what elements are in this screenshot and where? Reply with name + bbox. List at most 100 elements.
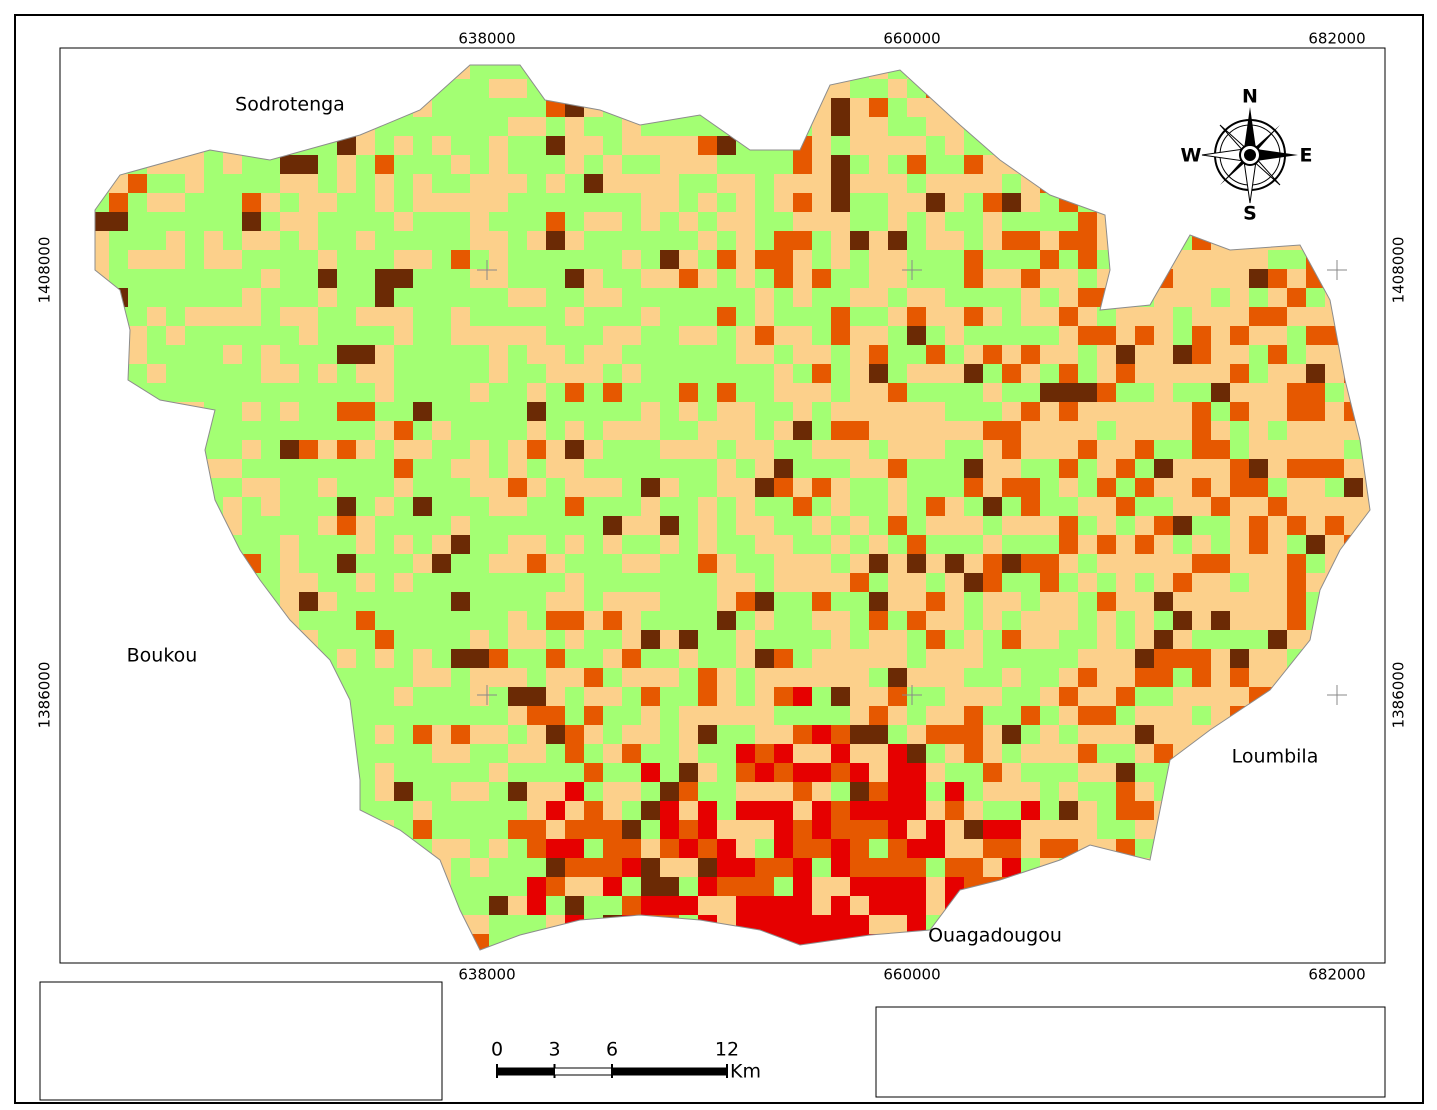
land-cell	[451, 136, 470, 155]
land-cell	[223, 383, 242, 402]
land-cell	[1249, 269, 1268, 288]
land-cell	[166, 364, 185, 383]
land-cell	[983, 421, 1002, 440]
land-cell	[793, 212, 812, 231]
land-cell	[907, 801, 926, 820]
land-cell	[1192, 573, 1211, 592]
land-cell	[1173, 630, 1192, 649]
land-cell	[1268, 440, 1287, 459]
land-cell	[888, 592, 907, 611]
land-cell	[679, 497, 698, 516]
land-cell	[736, 478, 755, 497]
land-cell	[432, 706, 451, 725]
land-cell	[869, 725, 888, 744]
land-cell	[774, 782, 793, 801]
land-cell	[831, 782, 850, 801]
land-cell	[869, 706, 888, 725]
land-cell	[565, 649, 584, 668]
land-cell	[470, 364, 489, 383]
land-cell	[755, 459, 774, 478]
land-cell	[1268, 250, 1287, 269]
land-cell	[565, 668, 584, 687]
land-cell	[622, 326, 641, 345]
land-cell	[337, 136, 356, 155]
land-cell	[546, 687, 565, 706]
land-cell	[204, 155, 223, 174]
land-cell	[280, 155, 299, 174]
land-cell	[508, 592, 527, 611]
land-cell	[299, 421, 318, 440]
land-cell	[1230, 383, 1249, 402]
land-cell	[546, 155, 565, 174]
land-cell	[812, 611, 831, 630]
land-cell	[242, 212, 261, 231]
land-cell	[394, 478, 413, 497]
land-cell	[1002, 269, 1021, 288]
land-cell	[1192, 459, 1211, 478]
land-cell	[242, 174, 261, 193]
land-cell	[1002, 516, 1021, 535]
land-cell	[508, 858, 527, 877]
land-cell	[717, 326, 736, 345]
land-cell	[603, 497, 622, 516]
land-cell	[413, 307, 432, 326]
land-cell	[983, 820, 1002, 839]
land-cell	[717, 307, 736, 326]
land-cell	[1078, 459, 1097, 478]
land-cell	[584, 687, 603, 706]
land-cell	[546, 497, 565, 516]
land-cell	[1135, 820, 1154, 839]
land-cell	[451, 212, 470, 231]
land-cell	[1325, 497, 1344, 516]
land-cell	[1097, 383, 1116, 402]
land-cell	[1002, 649, 1021, 668]
land-cell	[698, 858, 717, 877]
land-cell	[850, 516, 869, 535]
land-cell	[508, 459, 527, 478]
land-cell	[907, 250, 926, 269]
land-cell	[1173, 326, 1192, 345]
land-cell	[1287, 345, 1306, 364]
land-cell	[508, 79, 527, 98]
land-cell	[850, 117, 869, 136]
land-cell	[812, 497, 831, 516]
land-cell	[527, 554, 546, 573]
land-cell	[470, 212, 489, 231]
land-cell	[698, 744, 717, 763]
land-cell	[945, 725, 964, 744]
land-cell	[964, 573, 983, 592]
land-cell	[280, 250, 299, 269]
land-cell	[527, 231, 546, 250]
land-cell	[755, 421, 774, 440]
land-cell	[1002, 288, 1021, 307]
land-cell	[1116, 687, 1135, 706]
land-cell	[413, 573, 432, 592]
land-cell	[527, 782, 546, 801]
land-cell	[964, 364, 983, 383]
land-cell	[793, 535, 812, 554]
land-cell	[793, 459, 812, 478]
land-cell	[1078, 250, 1097, 269]
land-cell	[584, 820, 603, 839]
land-cell	[926, 402, 945, 421]
land-cell	[850, 630, 869, 649]
land-cell	[508, 782, 527, 801]
land-cell	[128, 250, 147, 269]
land-cell	[394, 763, 413, 782]
land-cell	[1306, 383, 1325, 402]
land-cell	[679, 326, 698, 345]
land-cell	[1249, 383, 1268, 402]
land-cell	[1249, 573, 1268, 592]
land-cell	[394, 402, 413, 421]
land-cell	[451, 858, 470, 877]
land-cell	[850, 801, 869, 820]
land-cell	[831, 288, 850, 307]
land-cell	[299, 250, 318, 269]
land-cell	[413, 820, 432, 839]
land-cell	[470, 383, 489, 402]
land-cell	[109, 250, 128, 269]
land-cell	[261, 459, 280, 478]
land-cell	[1059, 706, 1078, 725]
land-cell	[1078, 706, 1097, 725]
land-cell	[850, 193, 869, 212]
